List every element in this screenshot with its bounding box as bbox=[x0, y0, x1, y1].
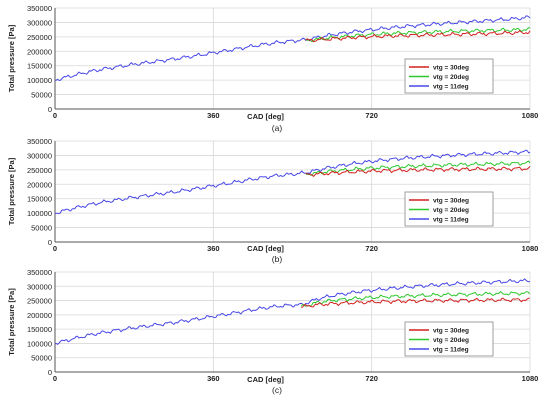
y-tick-label: 200000 bbox=[27, 311, 52, 320]
x-tick-label: 0 bbox=[53, 111, 57, 120]
y-tick-label: 350000 bbox=[27, 4, 52, 13]
y-tick-label: 0 bbox=[48, 238, 52, 247]
y-tick-label: 100000 bbox=[27, 209, 52, 218]
legend-entry: vtg = 20deg bbox=[433, 207, 469, 214]
series-line-vtg-30deg bbox=[305, 166, 531, 177]
y-tick-label: 50000 bbox=[31, 224, 52, 233]
y-tick-label: 200000 bbox=[27, 180, 52, 189]
y-tick-label: 350000 bbox=[27, 137, 52, 146]
x-tick-label: 1080 bbox=[522, 111, 539, 120]
legend-entry: vtg = 20deg bbox=[433, 337, 469, 344]
y-tick-label: 300000 bbox=[27, 151, 52, 160]
series-line-vtg-20deg bbox=[305, 27, 531, 43]
x-tick-label: 720 bbox=[365, 244, 378, 253]
panel-b: 0 50000 100000 150000 200000 250000 300000 3500… bbox=[7, 137, 538, 264]
y-tick-label: 150000 bbox=[27, 195, 52, 204]
y-tick-label: 50000 bbox=[31, 91, 52, 100]
legend-entry: vtg = 20deg bbox=[433, 74, 469, 81]
legend-entry: vtg = 11deg bbox=[433, 84, 469, 91]
y-axis-label: Total pressure [Pa] bbox=[7, 24, 16, 92]
legend-entry: vtg = 30deg bbox=[433, 328, 469, 335]
legend-entry: vtg = 30deg bbox=[433, 198, 469, 205]
x-tick-label: 1080 bbox=[522, 244, 539, 253]
legend-entry: vtg = 11deg bbox=[433, 217, 469, 224]
series-line-vtg-20deg bbox=[300, 291, 530, 307]
legend-entry: vtg = 11deg bbox=[433, 347, 469, 354]
y-tick-label: 100000 bbox=[27, 76, 52, 85]
series-line-vtg-30deg bbox=[305, 30, 531, 43]
series-line-vtg-11deg bbox=[54, 278, 531, 345]
panel-label: (b) bbox=[272, 254, 283, 264]
y-tick-label: 0 bbox=[48, 368, 52, 377]
x-tick-label: 720 bbox=[365, 374, 378, 383]
panel-c: 0 50000 100000 150000 200000 250000 300000 3500… bbox=[7, 268, 538, 395]
y-tick-label: 50000 bbox=[31, 354, 52, 363]
x-tick-label: 0 bbox=[53, 244, 57, 253]
x-tick-label: 360 bbox=[207, 374, 220, 383]
x-tick-label: 0 bbox=[53, 374, 57, 383]
y-tick-label: 250000 bbox=[27, 33, 52, 42]
y-tick-label: 100000 bbox=[27, 339, 52, 348]
panel-label: (c) bbox=[272, 385, 282, 395]
x-tick-label: 360 bbox=[207, 111, 220, 120]
y-tick-label: 150000 bbox=[27, 62, 52, 71]
series-line-vtg-11deg bbox=[54, 15, 531, 81]
x-tick-label: 720 bbox=[365, 111, 378, 120]
x-tick-label: 360 bbox=[207, 244, 220, 253]
x-tick-label: 1080 bbox=[522, 374, 539, 383]
x-axis-label: CAD [deg] bbox=[247, 244, 284, 253]
panel-a: 0 50000 100000 150000 200000 250000 300000 3500… bbox=[7, 4, 538, 133]
x-axis-label: CAD [deg] bbox=[247, 112, 284, 121]
series-line-vtg-20deg bbox=[305, 160, 531, 176]
y-tick-label: 0 bbox=[48, 105, 52, 114]
series-line-vtg-11deg bbox=[55, 149, 531, 215]
y-tick-label: 350000 bbox=[27, 268, 52, 277]
panel-label: (a) bbox=[272, 123, 283, 133]
y-tick-label: 200000 bbox=[27, 47, 52, 56]
y-tick-label: 250000 bbox=[27, 297, 52, 306]
x-axis-label: CAD [deg] bbox=[247, 375, 284, 384]
y-tick-label: 300000 bbox=[27, 282, 52, 291]
legend-entry: vtg = 30deg bbox=[433, 65, 469, 72]
y-tick-label: 300000 bbox=[27, 18, 52, 27]
series-line-vtg-30deg bbox=[301, 297, 530, 308]
y-tick-label: 250000 bbox=[27, 166, 52, 175]
y-tick-label: 150000 bbox=[27, 325, 52, 334]
y-axis-label: Total pressure [Pa] bbox=[7, 288, 16, 356]
y-axis-label: Total pressure [Pa] bbox=[7, 157, 16, 225]
